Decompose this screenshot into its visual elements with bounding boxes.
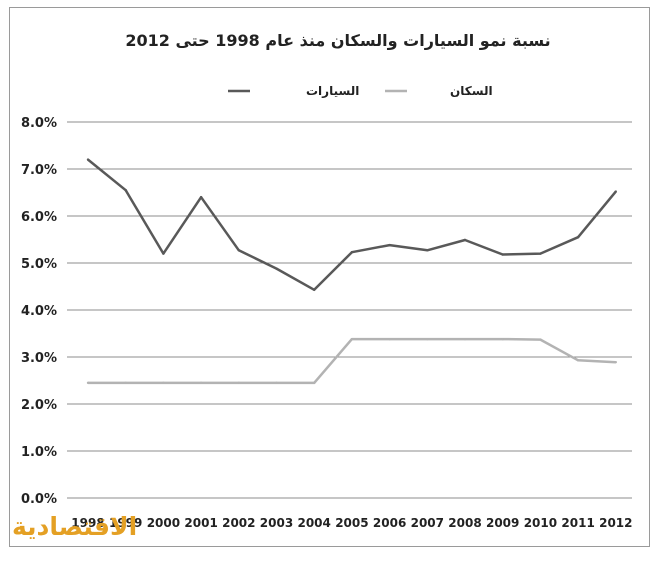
data-point xyxy=(426,337,429,341)
x-tick-label: 2002 xyxy=(222,516,255,530)
data-point xyxy=(614,360,617,364)
data-point xyxy=(275,381,278,385)
data-point xyxy=(86,381,90,385)
x-tick-label: 2001 xyxy=(184,516,217,530)
x-tick-label: 2004 xyxy=(297,516,330,530)
data-point xyxy=(539,252,542,255)
data-point xyxy=(501,253,504,256)
data-point xyxy=(388,243,391,247)
data-point xyxy=(576,359,580,362)
data-point xyxy=(162,252,165,255)
data-point xyxy=(313,288,316,291)
data-point xyxy=(539,338,542,341)
series-line-cars xyxy=(87,158,617,292)
x-tick-label: 2003 xyxy=(260,516,293,530)
x-tick-label: 2000 xyxy=(147,516,180,530)
data-point xyxy=(463,337,467,341)
data-point xyxy=(576,235,580,239)
legend-label: السيارات xyxy=(306,84,359,98)
data-point xyxy=(124,188,127,192)
data-point xyxy=(162,381,165,385)
data-point xyxy=(350,250,354,254)
data-point xyxy=(86,158,90,161)
publisher-logo: الاقتصادية xyxy=(12,512,138,541)
data-point xyxy=(463,238,467,242)
data-point xyxy=(124,381,127,385)
x-tick-label: 2008 xyxy=(448,516,481,530)
chart-frame xyxy=(9,7,650,547)
series-lines xyxy=(86,158,617,385)
data-point xyxy=(388,337,391,341)
y-tick-label: 3.0% xyxy=(21,351,57,366)
y-tick-label: 0.0% xyxy=(21,492,57,507)
data-point xyxy=(426,249,429,252)
x-tick-label: 1998 xyxy=(71,516,104,530)
y-tick-label: 4.0% xyxy=(21,304,57,319)
data-point xyxy=(275,267,278,270)
data-point xyxy=(237,381,240,385)
x-tick-label: 2006 xyxy=(373,516,406,530)
y-tick-label: 2.0% xyxy=(21,398,57,413)
y-axis-ticks: 0.0% 1.0% 2.0% 3.0% 4.0% 5.0% 6.0% 7.0% 8.0% xyxy=(21,116,57,507)
y-tick-label: 1.0% xyxy=(21,445,57,460)
x-axis-ticks: 1998 1999 2000 2001 2002 2003 2004 2005 2006 2007… xyxy=(71,516,632,530)
data-point xyxy=(199,196,203,199)
x-tick-label: 2011 xyxy=(561,516,594,530)
x-tick-label: 2009 xyxy=(486,516,519,530)
y-tick-label: 8.0% xyxy=(21,116,57,131)
x-tick-label: 2005 xyxy=(335,516,368,530)
data-point xyxy=(199,381,203,385)
data-point xyxy=(501,337,504,341)
x-tick-label: 2010 xyxy=(524,516,557,530)
x-tick-label: 2012 xyxy=(599,516,632,530)
gridlines xyxy=(67,121,632,499)
x-tick-label: 1999 xyxy=(109,516,142,530)
x-tick-label: 2007 xyxy=(411,516,444,530)
y-tick-label: 5.0% xyxy=(21,257,57,272)
data-point xyxy=(350,337,354,341)
y-tick-label: 6.0% xyxy=(21,210,57,225)
series-line-population xyxy=(88,337,616,385)
chart-title: نسبة نمو السيارات والسكان منذ عام 1998 ح… xyxy=(125,31,550,50)
data-point xyxy=(614,190,617,193)
legend-label: السكان xyxy=(450,84,493,98)
data-point xyxy=(237,249,240,252)
y-tick-label: 7.0% xyxy=(21,163,57,178)
legend: السيارات السكان xyxy=(228,84,493,98)
data-point xyxy=(313,381,316,385)
